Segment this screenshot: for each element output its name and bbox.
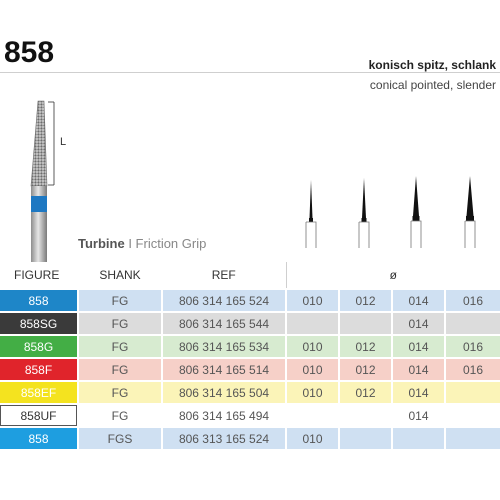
table-row: 858EF FG 806 314 165 504 010 012 014 <box>0 380 500 404</box>
ref-cell: 806 314 165 524 <box>161 288 286 312</box>
shank-cell: FG <box>77 288 162 312</box>
size-cell: 014 <box>391 403 445 427</box>
bur-color-ring <box>31 196 47 212</box>
size-cell: 010 <box>285 357 339 381</box>
grip-type-label: Turbine I Friction Grip <box>78 236 206 251</box>
size-cell <box>443 403 500 427</box>
ref-cell: 806 314 165 494 <box>161 403 286 427</box>
shank-cell: FG <box>77 334 162 358</box>
size-cell <box>338 426 392 449</box>
figure-cell: 858F <box>0 357 78 381</box>
figure-cell: 858 <box>0 288 78 312</box>
size-cell <box>285 403 339 427</box>
shank-cell: FG <box>77 380 162 404</box>
shank-cell: FGS <box>77 426 162 449</box>
ref-cell: 806 314 165 534 <box>161 334 286 358</box>
shank-cell: FG <box>77 311 162 335</box>
size-cell: 012 <box>338 380 392 404</box>
shank-cell: FG <box>77 357 162 381</box>
figure-cell: 858SG <box>0 311 78 335</box>
size-cell: 012 <box>338 357 392 381</box>
size-cell: 016 <box>443 357 500 381</box>
table-row: 858F FG 806 314 165 514 010 012 014 016 <box>0 357 500 381</box>
size-cell: 014 <box>391 311 445 335</box>
table-header-row: FIGURE SHANK REF ø <box>0 262 500 290</box>
ref-cell: 806 314 165 514 <box>161 357 286 381</box>
bur-head <box>30 100 48 187</box>
table-row: 858G FG 806 314 165 534 010 012 014 016 <box>0 334 500 358</box>
size-cell <box>443 426 500 449</box>
figure-cell: 858EF <box>0 380 78 404</box>
shank-cell: FG <box>77 403 162 427</box>
figure-cell: 858 <box>0 426 78 449</box>
size-cell: 010 <box>285 334 339 358</box>
size-cell <box>338 403 392 427</box>
table-row: 858UF FG 806 314 165 494 014 <box>0 403 500 427</box>
header-diameter: ø <box>285 262 500 290</box>
figure-cell: 858G <box>0 334 78 358</box>
table-row: 858 FGS 806 313 165 524 010 <box>0 426 500 449</box>
table-row: 858SG FG 806 314 165 544 014 <box>0 311 500 335</box>
size-cell: 014 <box>391 334 445 358</box>
tip-profiles <box>305 176 476 248</box>
product-title: 858 <box>4 36 55 69</box>
length-label: L <box>60 136 67 148</box>
ref-cell: 806 313 165 524 <box>161 426 286 449</box>
figure-cell: 858UF <box>0 403 78 427</box>
header-figure: FIGURE <box>0 262 78 290</box>
size-cell <box>338 311 392 335</box>
size-cell: 014 <box>391 357 445 381</box>
tip-016 <box>464 176 476 248</box>
ref-cell: 806 314 165 504 <box>161 380 286 404</box>
size-cell: 010 <box>285 380 339 404</box>
size-cell <box>443 311 500 335</box>
grip-type-separator: I <box>124 236 136 251</box>
header-shank: SHANK <box>78 262 162 290</box>
table-row: 858 FG 806 314 165 524 010 012 014 016 <box>0 288 500 312</box>
tip-014 <box>410 176 422 248</box>
bur-neck <box>31 186 47 196</box>
size-cell: 012 <box>338 334 392 358</box>
size-cell: 010 <box>285 288 339 312</box>
size-cell <box>391 426 445 449</box>
bur-illustration <box>30 100 55 265</box>
size-cell <box>443 380 500 404</box>
header-ref: REF <box>162 262 286 290</box>
tip-010 <box>305 180 317 248</box>
header-divider <box>0 72 500 73</box>
subtitle-german: konisch spitz, schlank <box>368 58 496 72</box>
size-cell: 010 <box>285 426 339 449</box>
bur-shank <box>31 212 47 265</box>
size-cell: 014 <box>391 380 445 404</box>
product-table: FIGURE SHANK REF ø 858 FG 806 314 165 524 0… <box>0 262 500 449</box>
subtitle-english: conical pointed, slender <box>369 78 496 92</box>
size-cell: 012 <box>338 288 392 312</box>
size-cell: 016 <box>443 288 500 312</box>
grip-type-bold: Turbine <box>78 236 125 251</box>
size-cell <box>285 311 339 335</box>
size-cell: 016 <box>443 334 500 358</box>
grip-type-rest: Friction Grip <box>135 236 207 251</box>
ref-cell: 806 314 165 544 <box>161 311 286 335</box>
tip-012 <box>358 178 370 248</box>
size-cell: 014 <box>391 288 445 312</box>
